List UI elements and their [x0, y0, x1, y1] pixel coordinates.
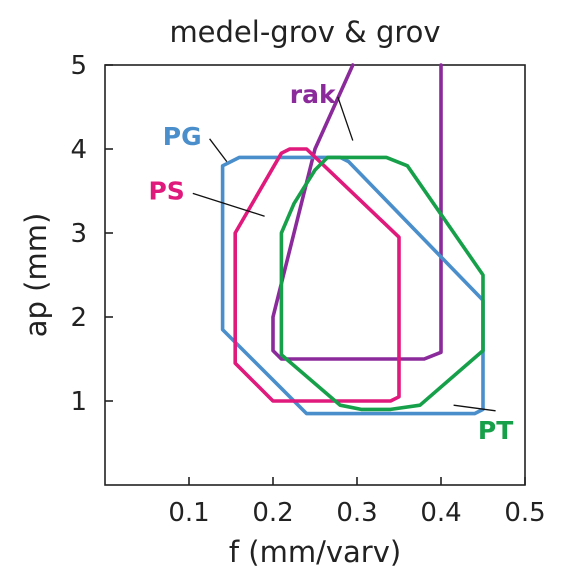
series-label-pt: PT — [478, 416, 513, 445]
x-axis-label: f (mm/varv) — [229, 535, 401, 569]
series-outline-pg — [220, 155, 485, 416]
series-label-rak: rak — [290, 80, 337, 109]
y-axis-ticks: 1 2 3 4 5 — [70, 51, 113, 417]
chart-title: medel-grov & grov — [169, 15, 440, 49]
y-tick-label: 2 — [70, 303, 87, 333]
plot-frame — [104, 64, 526, 486]
leader-line — [192, 192, 265, 217]
x-tick-label: 0.2 — [252, 498, 293, 528]
series-outline-rak — [271, 63, 443, 361]
y-axis-label: ap (mm) — [19, 213, 53, 338]
series-label-pg: PG — [163, 122, 202, 151]
y-tick-label: 3 — [70, 219, 87, 249]
x-tick-label: 0.1 — [168, 498, 209, 528]
series-outline-ps — [233, 147, 401, 403]
leader-line — [337, 96, 354, 141]
y-tick-label: 5 — [70, 51, 87, 81]
leader-line — [209, 138, 228, 162]
x-axis-ticks: 0.1 0.2 0.3 0.4 0.5 — [168, 477, 546, 528]
leader-line — [453, 404, 496, 412]
series-label-ps: PS — [148, 176, 184, 205]
x-tick-label: 0.3 — [336, 498, 377, 528]
x-tick-label: 0.4 — [420, 498, 461, 528]
series-outline-pt — [279, 155, 485, 412]
y-tick-label: 1 — [70, 387, 87, 417]
x-tick-label: 0.5 — [504, 498, 545, 528]
series-layer — [220, 63, 485, 416]
label-layer: rak PG PS PT — [148, 80, 513, 445]
y-tick-label: 4 — [70, 135, 87, 165]
